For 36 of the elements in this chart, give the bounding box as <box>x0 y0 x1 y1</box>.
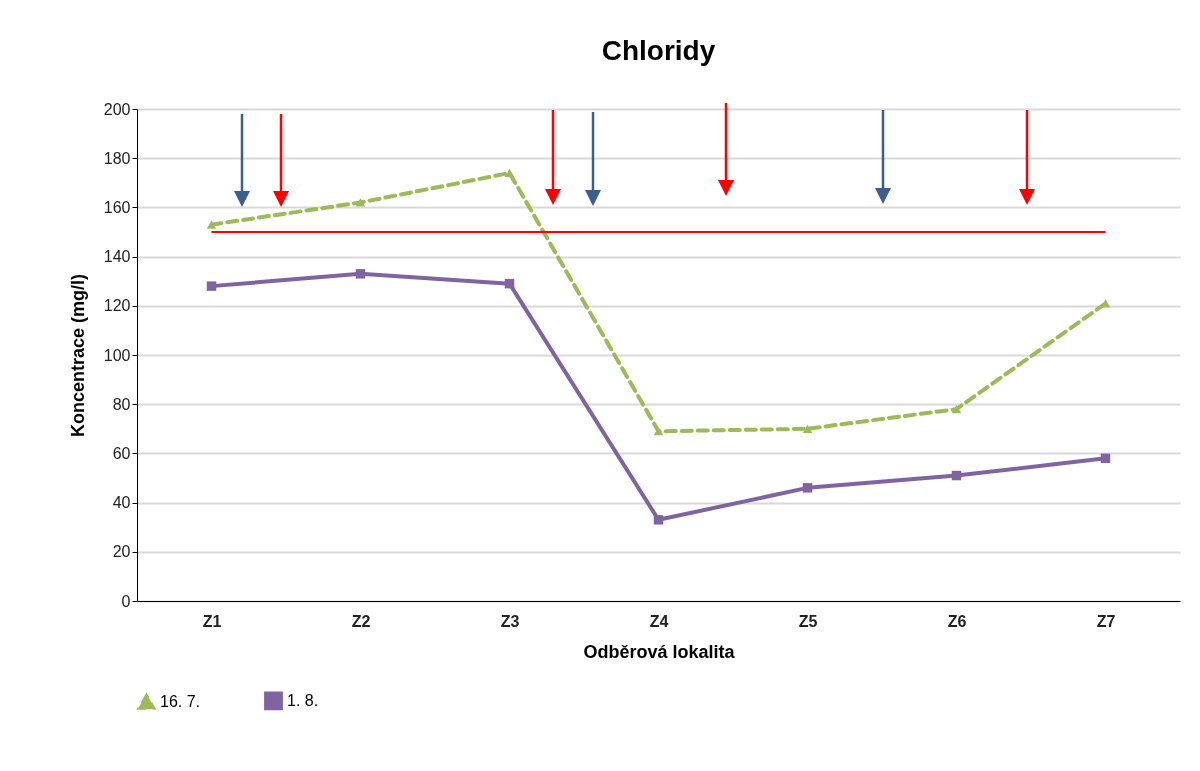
point <box>1100 453 1111 464</box>
x-tick-label: Z1 <box>202 612 222 630</box>
y-tick-label: 60 <box>112 444 131 462</box>
legend-label: 1. 8. <box>287 691 319 709</box>
x-tick-label: Z5 <box>798 612 818 630</box>
y-tick-label: 80 <box>112 395 131 413</box>
point <box>802 424 813 433</box>
y-axis-title: Koncentrace (mg/l) <box>67 273 88 438</box>
x-tick-label: Z7 <box>1096 612 1116 630</box>
y-tick-label: 160 <box>103 198 131 216</box>
point <box>653 515 664 525</box>
point <box>355 269 366 279</box>
x-axis-title: Odběrová lokalita <box>583 641 736 662</box>
point <box>802 483 813 493</box>
point <box>504 168 515 178</box>
point <box>206 220 217 229</box>
y-tick-label: 40 <box>112 494 131 512</box>
y-tick-label: 140 <box>103 248 131 266</box>
point <box>504 278 515 289</box>
x-tick-label: Z4 <box>649 612 669 630</box>
legend-label: 16. 7. <box>160 692 201 710</box>
x-tick-label: Z2 <box>351 612 371 630</box>
point <box>206 281 217 291</box>
y-tick-label: 200 <box>103 100 131 118</box>
point <box>951 405 962 414</box>
point <box>653 427 664 436</box>
y-tick-label: 20 <box>112 543 131 561</box>
y-tick-label: 120 <box>103 297 131 315</box>
y-tick-label: 0 <box>121 592 131 610</box>
y-tick-label: 180 <box>103 149 131 167</box>
y-tick-label: 100 <box>103 346 131 364</box>
point <box>355 198 366 207</box>
point <box>951 470 962 481</box>
x-tick-label: Z6 <box>947 612 967 630</box>
x-tick-label: Z3 <box>500 612 520 630</box>
chart-title: Chloridy <box>601 35 716 66</box>
